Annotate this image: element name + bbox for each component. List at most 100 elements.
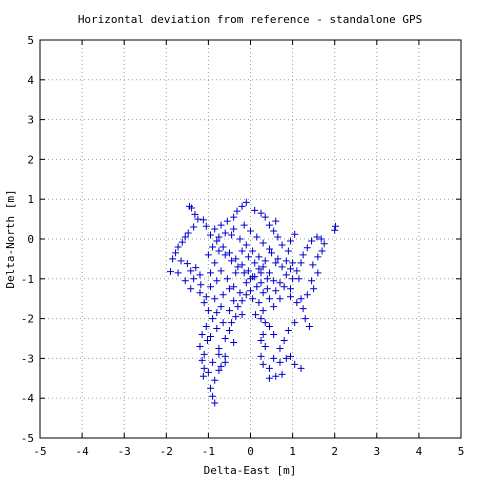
data-point [232,313,240,321]
data-point [299,251,307,259]
data-point [286,293,294,301]
data-point [184,229,192,237]
chart-title: Horizontal deviation from reference - st… [78,13,422,26]
data-point [270,227,278,235]
data-point [199,216,207,224]
data-point [221,335,229,342]
data-point [236,235,244,243]
data-point [289,275,297,283]
data-point [268,249,276,257]
data-point [305,323,313,331]
data-point [252,311,260,319]
data-point [192,264,200,272]
data-point [259,307,267,315]
data-point [221,358,229,366]
data-points [167,198,340,407]
data-point [202,323,210,331]
data-point [233,207,241,215]
data-point [265,269,273,277]
data-point [217,221,225,229]
data-point [270,303,278,311]
data-point [215,350,223,358]
data-point [238,311,246,319]
data-point [198,331,206,339]
data-point [242,198,250,206]
data-point [331,226,339,234]
data-point [276,295,284,303]
y-tick-label: 4 [27,74,34,87]
data-point [204,307,212,315]
data-point [272,287,280,295]
data-point [213,237,221,245]
data-point [286,265,294,273]
data-point [272,259,280,267]
data-point [297,295,305,303]
data-point [197,281,205,289]
data-point [207,333,215,341]
data-point [207,269,215,277]
data-point [265,364,273,372]
data-point [188,204,196,212]
data-point [238,261,246,269]
data-point [223,275,231,283]
data-point [257,269,265,277]
data-point [225,285,233,293]
data-point [225,307,233,315]
data-point [187,267,195,275]
data-point [257,209,265,217]
data-point [207,231,215,239]
data-point [181,233,189,241]
data-point [240,221,248,229]
data-point [200,364,208,372]
data-point [215,344,223,352]
data-point [167,268,175,276]
data-point [221,229,229,237]
x-tick-label: -3 [118,445,131,458]
data-point [204,368,212,376]
data-point [317,235,325,243]
data-point [221,251,229,259]
data-point [204,251,212,259]
data-point [217,362,225,370]
data-point [284,247,292,255]
data-point [259,360,267,368]
data-point [314,269,322,277]
data-point [261,342,269,350]
data-point [263,285,271,293]
data-point [215,247,223,255]
x-tick-label: 2 [331,445,338,458]
data-point [242,241,250,249]
data-point [230,297,238,305]
data-point [297,259,305,267]
data-point [270,354,278,362]
data-point [318,247,326,255]
data-point [261,213,269,221]
x-tick-label: -1 [202,445,215,458]
data-point [211,259,219,267]
data-point [190,223,198,231]
data-point [265,221,273,229]
x-tick-label: -5 [33,445,46,458]
data-point [244,267,252,275]
data-point [265,245,273,253]
data-point [276,358,284,366]
y-tick-label: -4 [21,392,35,405]
data-point [265,323,273,331]
data-point [202,293,210,301]
data-point [230,225,238,233]
data-point [172,249,180,257]
y-tick-label: 0 [27,233,34,246]
data-point [251,206,259,214]
data-point [199,372,207,380]
data-point [261,257,269,265]
data-point [297,364,305,372]
data-point [215,366,223,374]
data-point [204,336,212,344]
data-point [284,327,292,335]
data-point [200,350,208,358]
data-point [211,225,219,233]
data-point [247,287,254,295]
data-point [196,289,204,297]
data-point [247,275,254,283]
data-point [293,299,301,307]
